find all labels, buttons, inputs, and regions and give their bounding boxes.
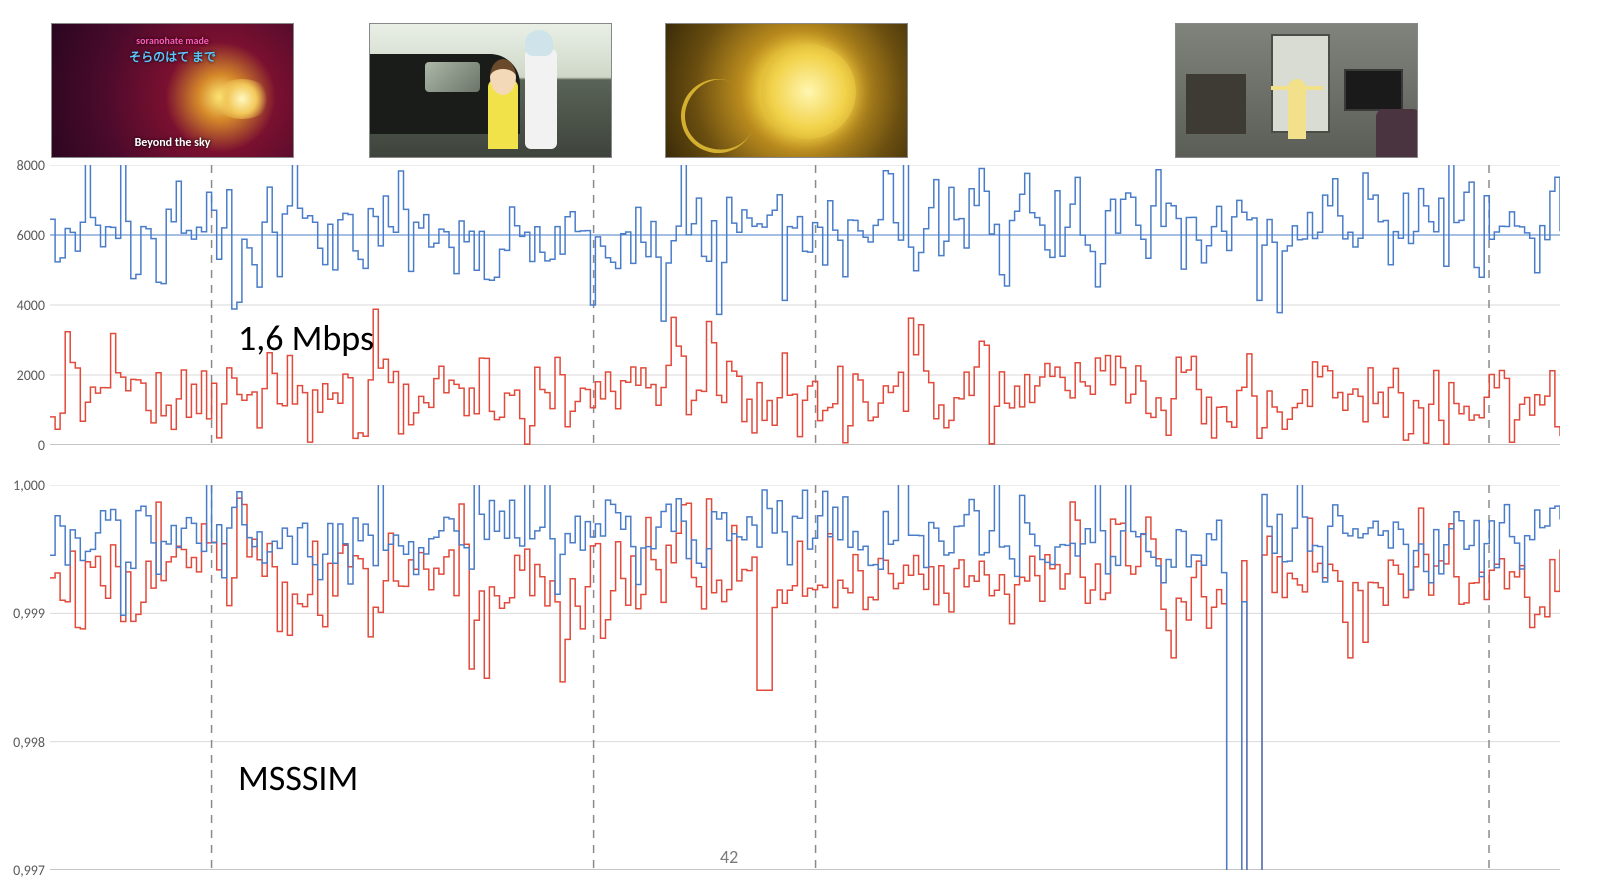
video-thumbnail-1: soranohate madeそらのはて まで Beyond the sky xyxy=(51,23,294,158)
thumbnail-subtitle: そらのはて まで xyxy=(52,48,293,65)
thumbnail-subtitle: soranohate made xyxy=(52,34,293,47)
slide-number: 42 xyxy=(720,846,738,868)
y-tick-label: 0,997 xyxy=(5,862,45,879)
video-thumbnail-3 xyxy=(665,23,908,158)
bitrate-chart xyxy=(50,165,1560,445)
y-tick-label: 8000 xyxy=(5,157,45,174)
bitrate-chart-label: 1,6 Mbps xyxy=(238,316,374,360)
y-tick-label: 4000 xyxy=(5,297,45,314)
y-tick-label: 1,000 xyxy=(5,477,45,494)
bitrate-chart-svg xyxy=(50,165,1560,445)
msssim-chart-label: MSSSIM xyxy=(238,756,358,800)
video-thumbnail-4 xyxy=(1175,23,1418,158)
y-tick-label: 2000 xyxy=(5,367,45,384)
thumbnail-row: soranohate madeそらのはて まで Beyond the sky xyxy=(0,23,1600,158)
y-tick-label: 0 xyxy=(5,437,45,454)
thumbnail-subtitle: Beyond the sky xyxy=(52,136,293,150)
y-tick-label: 6000 xyxy=(5,227,45,244)
video-thumbnail-2 xyxy=(369,23,612,158)
msssim-chart-svg xyxy=(50,485,1560,870)
slide-root: soranohate madeそらのはて まで Beyond the sky 0 2… xyxy=(0,0,1600,895)
msssim-chart xyxy=(50,485,1560,870)
y-tick-label: 0,998 xyxy=(5,734,45,751)
y-tick-label: 0,999 xyxy=(5,605,45,622)
